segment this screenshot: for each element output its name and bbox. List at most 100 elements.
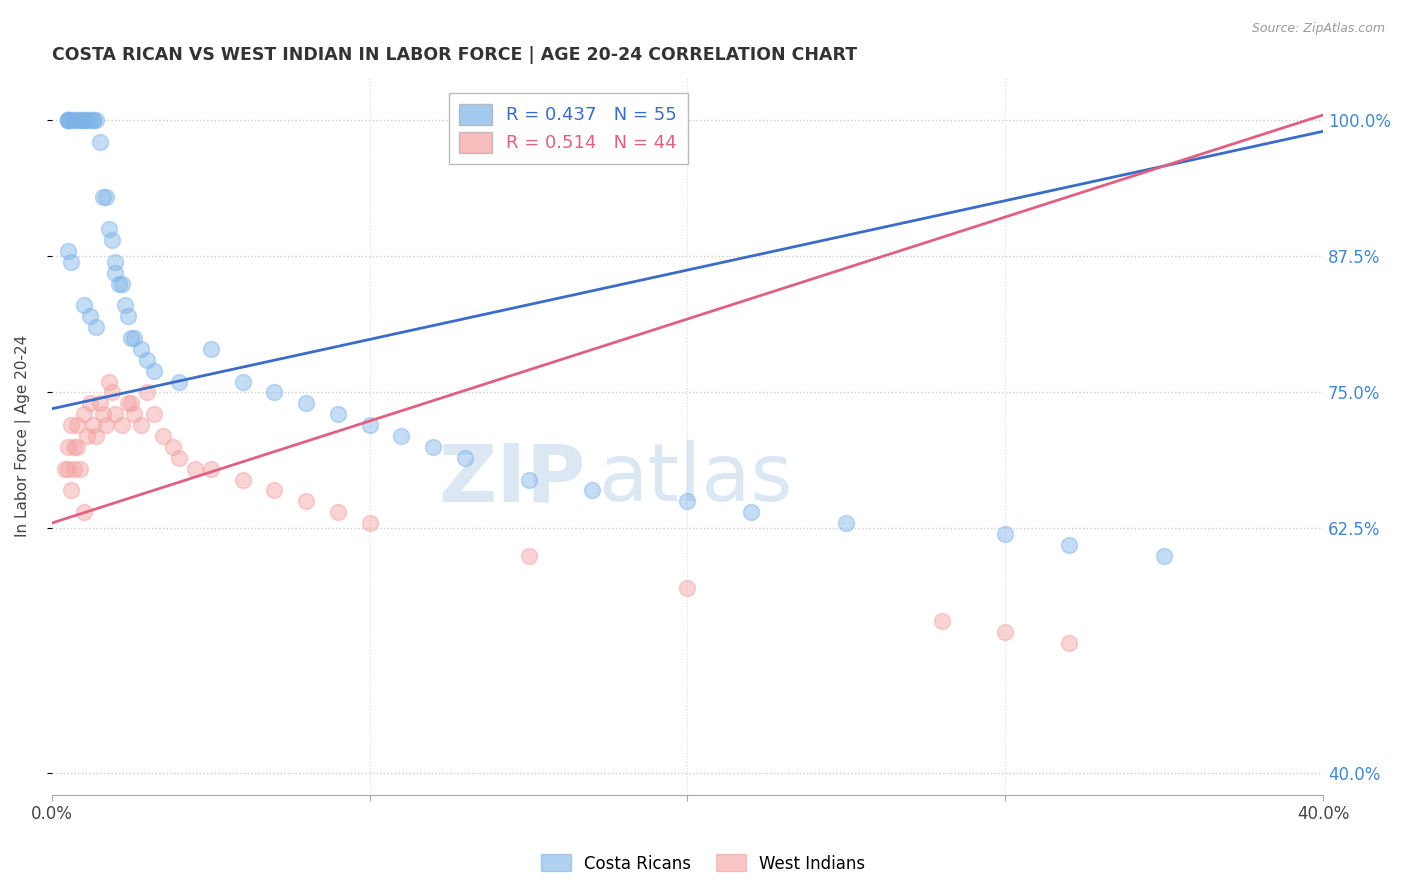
Point	[124, 331, 146, 345]
Point	[454, 450, 477, 465]
Point	[59, 113, 82, 128]
Point	[101, 385, 124, 400]
Point	[111, 277, 134, 291]
Point	[66, 440, 89, 454]
Point	[66, 418, 89, 433]
Point	[89, 396, 111, 410]
Point	[63, 440, 86, 454]
Point	[98, 375, 121, 389]
Point	[69, 113, 91, 128]
Point	[231, 473, 253, 487]
Point	[231, 375, 253, 389]
Point	[69, 461, 91, 475]
Point	[86, 113, 108, 128]
Point	[82, 113, 104, 128]
Point	[76, 429, 98, 443]
Text: COSTA RICAN VS WEST INDIAN IN LABOR FORCE | AGE 20-24 CORRELATION CHART: COSTA RICAN VS WEST INDIAN IN LABOR FORC…	[52, 46, 858, 64]
Point	[72, 407, 94, 421]
Point	[931, 614, 953, 628]
Point	[76, 113, 98, 128]
Point	[94, 418, 117, 433]
Point	[200, 461, 222, 475]
Y-axis label: In Labor Force | Age 20-24: In Labor Force | Age 20-24	[15, 334, 31, 537]
Point	[295, 494, 318, 508]
Point	[129, 342, 152, 356]
Point	[120, 396, 142, 410]
Point	[422, 440, 444, 454]
Legend: Costa Ricans, West Indians: Costa Ricans, West Indians	[534, 847, 872, 880]
Point	[91, 189, 114, 203]
Point	[129, 418, 152, 433]
Point	[835, 516, 858, 530]
Point	[326, 407, 349, 421]
Point	[66, 113, 89, 128]
Point	[117, 396, 139, 410]
Point	[517, 473, 540, 487]
Point	[79, 310, 101, 324]
Point	[295, 396, 318, 410]
Point	[1057, 636, 1080, 650]
Point	[79, 113, 101, 128]
Point	[114, 298, 136, 312]
Point	[86, 320, 108, 334]
Point	[676, 494, 699, 508]
Point	[1153, 549, 1175, 563]
Point	[359, 516, 381, 530]
Point	[263, 385, 285, 400]
Point	[63, 113, 86, 128]
Point	[676, 582, 699, 596]
Point	[56, 113, 79, 128]
Point	[120, 331, 142, 345]
Point	[142, 407, 165, 421]
Point	[581, 483, 603, 498]
Point	[59, 418, 82, 433]
Legend: R = 0.437   N = 55, R = 0.514   N = 44: R = 0.437 N = 55, R = 0.514 N = 44	[449, 93, 688, 164]
Point	[53, 461, 76, 475]
Point	[63, 461, 86, 475]
Point	[86, 429, 108, 443]
Point	[72, 298, 94, 312]
Point	[167, 375, 190, 389]
Text: ZIP: ZIP	[439, 440, 586, 518]
Point	[56, 113, 79, 128]
Point	[72, 505, 94, 519]
Point	[104, 255, 127, 269]
Point	[56, 244, 79, 258]
Point	[740, 505, 762, 519]
Point	[142, 364, 165, 378]
Point	[994, 624, 1017, 639]
Point	[107, 277, 129, 291]
Point	[167, 450, 190, 465]
Point	[79, 396, 101, 410]
Point	[56, 113, 79, 128]
Point	[72, 113, 94, 128]
Point	[111, 418, 134, 433]
Point	[326, 505, 349, 519]
Point	[69, 113, 91, 128]
Point	[72, 113, 94, 128]
Point	[82, 418, 104, 433]
Point	[56, 113, 79, 128]
Point	[59, 483, 82, 498]
Point	[359, 418, 381, 433]
Point	[89, 135, 111, 149]
Point	[1057, 538, 1080, 552]
Point	[98, 222, 121, 236]
Point	[59, 255, 82, 269]
Point	[162, 440, 184, 454]
Point	[263, 483, 285, 498]
Point	[124, 407, 146, 421]
Point	[391, 429, 413, 443]
Point	[117, 310, 139, 324]
Point	[104, 266, 127, 280]
Point	[94, 189, 117, 203]
Text: Source: ZipAtlas.com: Source: ZipAtlas.com	[1251, 22, 1385, 36]
Text: atlas: atlas	[599, 440, 793, 518]
Point	[152, 429, 174, 443]
Point	[994, 527, 1017, 541]
Point	[136, 352, 159, 367]
Point	[101, 233, 124, 247]
Point	[56, 461, 79, 475]
Point	[104, 407, 127, 421]
Point	[91, 407, 114, 421]
